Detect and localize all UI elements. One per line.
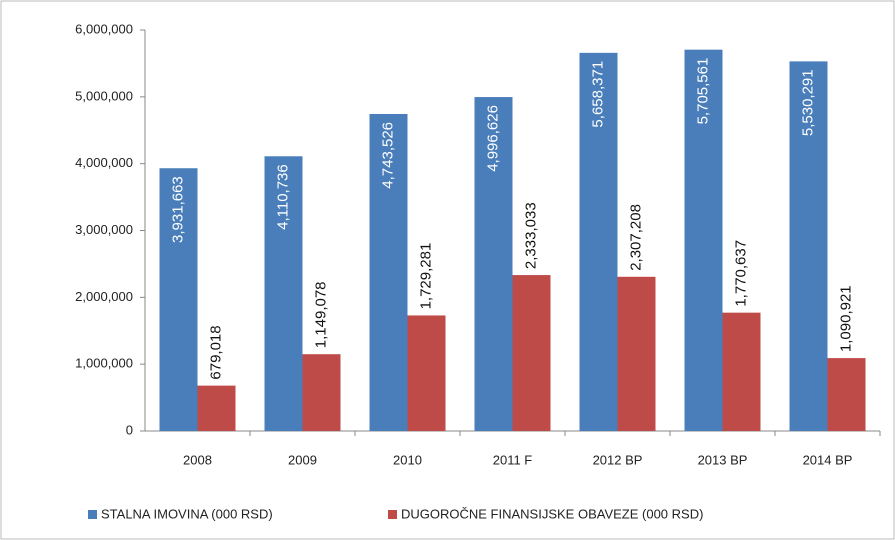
- bar: [264, 156, 303, 431]
- x-tick-label: 2014 BP: [803, 452, 853, 467]
- x-tick-label: 2013 BP: [698, 452, 748, 467]
- y-tick-label: 0: [126, 422, 133, 437]
- bar: [474, 97, 513, 431]
- bar: [369, 113, 408, 432]
- bar: [579, 52, 618, 431]
- bar: [512, 275, 551, 431]
- value-label: 1,149,078: [312, 281, 329, 348]
- value-label: 4,743,526: [379, 122, 396, 189]
- y-tick-label: 2,000,000: [75, 289, 133, 304]
- bar: [789, 61, 828, 432]
- y-tick-label: 3,000,000: [75, 222, 133, 237]
- value-label: 2,307,208: [627, 204, 644, 271]
- bar: [827, 358, 866, 431]
- x-tick-label: 2012 BP: [593, 452, 643, 467]
- value-label: 4,110,736: [274, 164, 291, 230]
- bar: [684, 49, 723, 431]
- y-tick-label: 6,000,000: [75, 21, 133, 36]
- value-label: 1,729,281: [417, 243, 434, 310]
- value-label: 3,931,663: [169, 176, 186, 243]
- y-tick-label: 4,000,000: [75, 155, 133, 170]
- bar: [407, 315, 446, 431]
- bar: [197, 385, 236, 431]
- legend-label: STALNA IMOVINA (000 RSD): [101, 506, 273, 521]
- legend-swatch: [388, 510, 397, 519]
- bar: [302, 354, 341, 431]
- bar: [159, 168, 198, 431]
- value-label: 5,658,371: [589, 61, 606, 128]
- value-label: 5,530,291: [799, 69, 816, 136]
- x-tick-label: 2009: [288, 452, 317, 467]
- value-label: 679,018: [207, 325, 224, 379]
- value-label: 2,333,033: [522, 202, 539, 269]
- value-label: 1,770,637: [732, 240, 749, 307]
- value-label: 5,705,561: [694, 58, 711, 125]
- bar: [617, 276, 656, 431]
- legend-label: DUGOROČNE FINANSIJSKE OBAVEZE (000 RSD): [401, 506, 703, 521]
- legend-swatch: [88, 510, 97, 519]
- bar: [722, 312, 761, 431]
- value-label: 1,090,921: [837, 285, 854, 352]
- x-tick-label: 2008: [183, 452, 212, 467]
- value-label: 4,996,626: [484, 105, 501, 172]
- x-tick-label: 2011 F: [493, 452, 533, 467]
- y-tick-label: 1,000,000: [75, 356, 133, 371]
- y-tick-label: 5,000,000: [75, 88, 133, 103]
- x-tick-label: 2010: [393, 452, 422, 467]
